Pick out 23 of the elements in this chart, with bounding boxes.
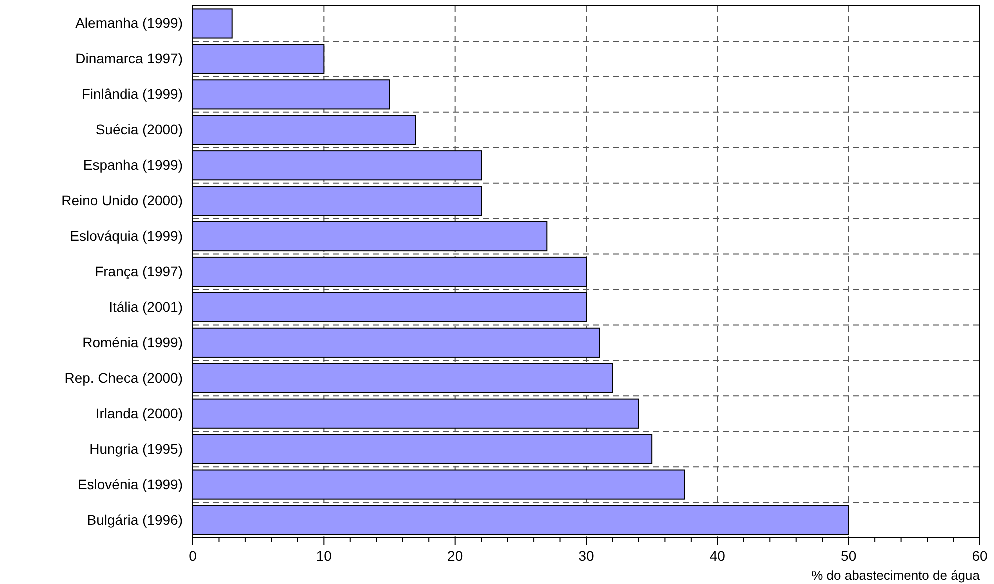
y-tick-label: Eslováquia (1999): [70, 228, 183, 244]
y-tick-label: Roménia (1999): [82, 334, 183, 350]
y-tick-label: Irlanda (2000): [96, 405, 183, 422]
x-tick-label: 30: [578, 548, 594, 564]
x-tick-label: 10: [316, 548, 332, 564]
y-tick-label: Alemanha (1999): [76, 15, 183, 32]
y-tick-label: Bulgária (1996): [87, 512, 183, 528]
y-tick-label: Dinamarca 1997): [76, 50, 183, 67]
y-tick-label: Reino Unido (2000): [62, 192, 183, 209]
y-tick-label: Hungria (1995): [90, 440, 183, 457]
x-tick-label: 50: [841, 548, 857, 564]
x-tick-label: 60: [972, 548, 988, 564]
x-tick-label: 40: [710, 548, 726, 564]
y-tick-label: Eslovénia (1999): [78, 476, 183, 492]
y-tick-label: Espanha (1999): [83, 157, 183, 174]
y-tick-label: Itália (2001): [109, 298, 183, 315]
y-tick-label: Rep. Checa (2000): [64, 370, 183, 386]
x-tick-label: 0: [189, 548, 198, 564]
x-tick-label: 20: [448, 548, 464, 564]
y-tick-label: Finlândia (1999): [82, 86, 183, 102]
y-tick-label: França (1997): [95, 263, 183, 280]
y-tick-label: Suécia (2000): [96, 122, 183, 138]
x-axis-title: % do abastecimento de água: [812, 568, 981, 583]
